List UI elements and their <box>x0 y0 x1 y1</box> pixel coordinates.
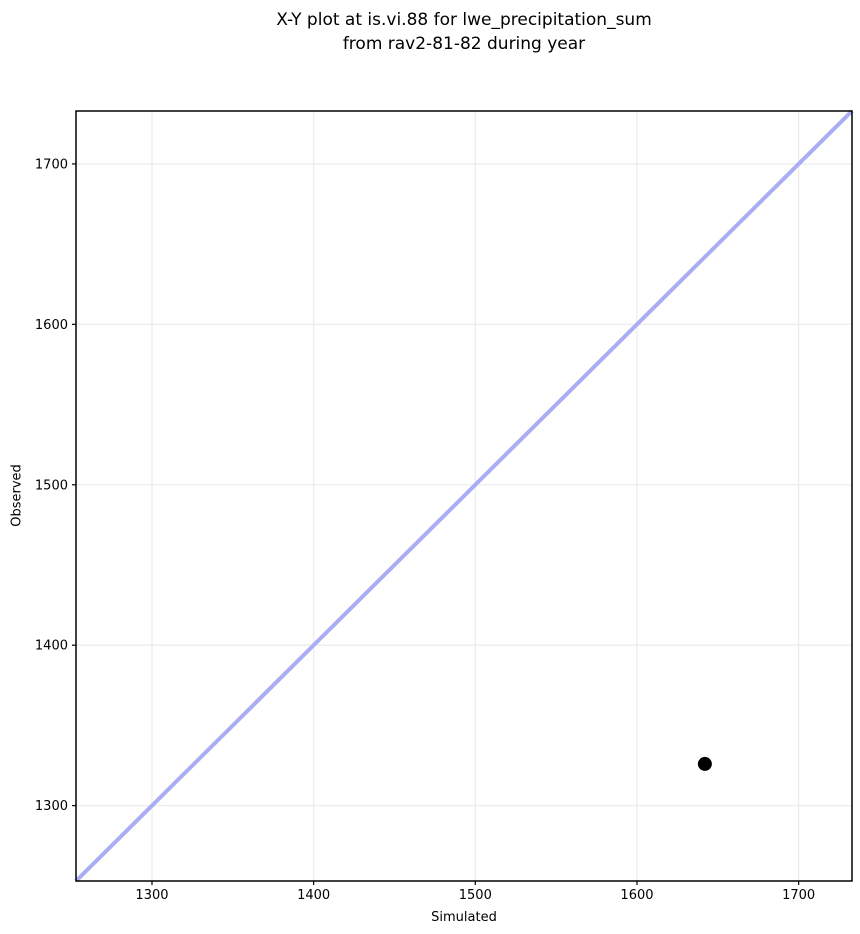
y-tick-label: 1700 <box>35 157 68 172</box>
x-tick-label: 1600 <box>620 888 653 903</box>
chart-title: X-Y plot at is.vi.88 for lwe_precipitati… <box>76 8 852 56</box>
x-tick-label: 1500 <box>459 888 492 903</box>
identity-line <box>74 109 854 883</box>
y-tick-label: 1300 <box>35 799 68 814</box>
y-axis-label: Observed <box>9 464 25 527</box>
chart-title-line1: X-Y plot at is.vi.88 for lwe_precipitati… <box>276 10 652 30</box>
x-tick-label: 1700 <box>782 888 815 903</box>
y-tick-label: 1500 <box>35 478 68 493</box>
plot-border <box>75 110 853 882</box>
y-tick-label: 1600 <box>35 318 68 333</box>
x-tick-label: 1300 <box>135 888 168 903</box>
x-tick-label: 1400 <box>297 888 330 903</box>
y-tick-label: 1400 <box>35 639 68 654</box>
data-point <box>697 756 712 771</box>
x-axis-label: Simulated <box>431 910 497 925</box>
chart-title-line2: from rav2-81-82 during year <box>342 34 586 54</box>
